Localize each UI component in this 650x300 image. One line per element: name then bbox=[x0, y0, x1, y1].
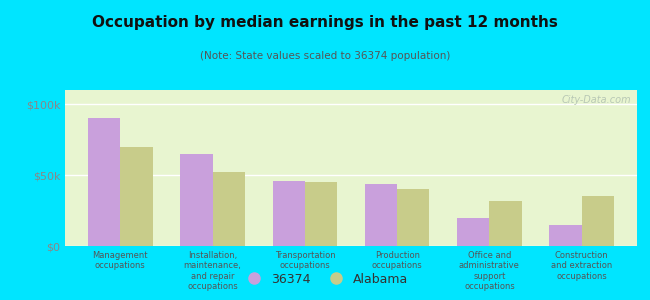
Bar bbox=[549, 225, 582, 246]
Bar bbox=[305, 182, 337, 246]
Bar bbox=[88, 118, 120, 246]
Bar bbox=[180, 154, 213, 246]
Text: City-Data.com: City-Data.com bbox=[562, 95, 631, 105]
Bar bbox=[365, 184, 397, 246]
Text: (Note: State values scaled to 36374 population): (Note: State values scaled to 36374 popu… bbox=[200, 51, 450, 61]
Bar bbox=[213, 172, 245, 246]
Bar bbox=[457, 218, 489, 246]
Bar bbox=[120, 147, 153, 246]
Legend: 36374, Alabama: 36374, Alabama bbox=[237, 268, 413, 291]
Text: Occupation by median earnings in the past 12 months: Occupation by median earnings in the pas… bbox=[92, 15, 558, 30]
Bar bbox=[397, 189, 430, 246]
Bar bbox=[489, 201, 522, 246]
Bar bbox=[582, 196, 614, 246]
Bar bbox=[272, 181, 305, 246]
